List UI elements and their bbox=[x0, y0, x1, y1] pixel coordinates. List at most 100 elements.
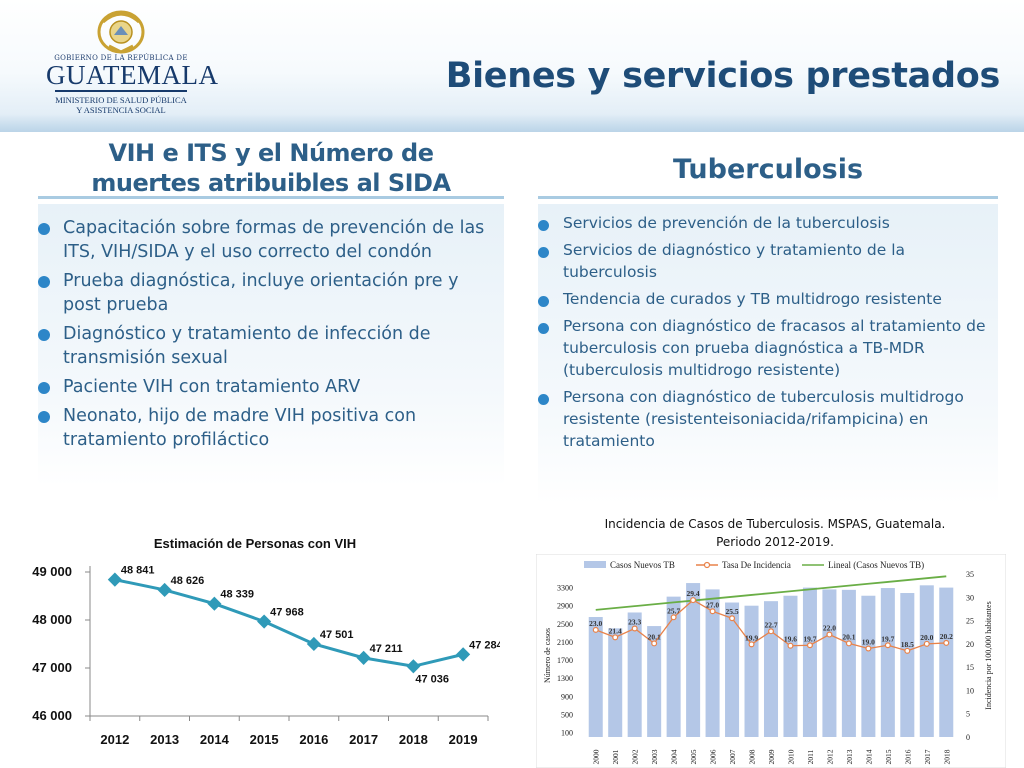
x-tick-label: 2006 bbox=[709, 749, 718, 764]
tb-rate-point bbox=[943, 639, 950, 646]
y2-tick-label: 10 bbox=[966, 686, 974, 695]
tb-bar bbox=[705, 589, 720, 737]
y-tick-label: 46 000 bbox=[32, 708, 72, 723]
x-tick-label: 2018 bbox=[399, 732, 428, 747]
y-tick-label: 48 000 bbox=[32, 612, 72, 627]
legend-label: Lineal (Casos Nuevos TB) bbox=[828, 560, 924, 570]
list-item: Prueba diagnóstica, incluye orientación … bbox=[38, 269, 494, 317]
x-tick-label: 2000 bbox=[592, 749, 601, 764]
data-label: 47 211 bbox=[370, 643, 403, 655]
tb-bar bbox=[802, 587, 817, 737]
list-item: Servicios de prevención de la tuberculos… bbox=[538, 212, 992, 234]
tb-rate-point bbox=[651, 640, 658, 647]
x-tick-label: 2014 bbox=[200, 732, 230, 747]
tb-bar bbox=[588, 617, 603, 737]
tb-rate-label: 29.4 bbox=[687, 589, 700, 598]
logo-government-line: GOBIERNO DE LA REPÚBLICA DE bbox=[54, 54, 188, 62]
list-item: Persona con diagnóstico de tuberculosis … bbox=[538, 386, 992, 452]
tb-rate-point bbox=[690, 597, 697, 604]
logo-rule bbox=[55, 90, 187, 92]
tb-bar bbox=[919, 585, 934, 737]
tb-bar bbox=[647, 626, 662, 737]
vih-series-line bbox=[114, 578, 464, 668]
tb-rate-label: 20.0 bbox=[920, 633, 933, 642]
y-tick-label: 49 000 bbox=[32, 564, 72, 579]
tb-rate-point bbox=[709, 608, 716, 615]
tb-heading-rule bbox=[538, 196, 998, 199]
tb-bar bbox=[822, 589, 837, 737]
list-item-text: Servicios de prevención de la tuberculos… bbox=[563, 214, 890, 232]
y2-tick-label: 30 bbox=[966, 593, 974, 602]
data-label: 47 284 bbox=[469, 639, 500, 651]
x-tick-label: 2018 bbox=[942, 749, 951, 764]
tb-bar bbox=[686, 583, 701, 737]
tb-rate-point bbox=[865, 645, 872, 652]
data-label: 48 626 bbox=[171, 575, 205, 587]
tb-bar bbox=[841, 589, 856, 737]
bullet-icon bbox=[538, 296, 549, 307]
data-point bbox=[306, 636, 321, 652]
tb-rate-label: 23.3 bbox=[628, 617, 641, 626]
tb-rate-label: 23.0 bbox=[589, 619, 602, 628]
list-item-text: Prueba diagnóstica, incluye orientación … bbox=[63, 271, 459, 315]
x-tick-label: 2014 bbox=[864, 749, 873, 764]
data-point bbox=[356, 650, 371, 665]
tb-chart-title-line2: Periodo 2012-2019. bbox=[716, 535, 834, 549]
x-tick-label: 2012 bbox=[100, 732, 129, 747]
vih-heading-rule bbox=[38, 196, 504, 199]
x-tick-label: 2019 bbox=[449, 732, 478, 747]
tb-rate-point bbox=[806, 642, 813, 649]
vih-heading-line1: VIH e ITS y el Número de bbox=[108, 139, 434, 167]
tb-rate-point bbox=[826, 631, 833, 638]
list-item-text: Servicios de diagnóstico y tratamiento d… bbox=[563, 241, 906, 281]
list-item: Neonato, hijo de madre VIH positiva con … bbox=[38, 404, 494, 452]
list-item-text: Tendencia de curados y TB multidrogo res… bbox=[563, 290, 942, 308]
tb-bar bbox=[783, 595, 798, 737]
list-item: Paciente VIH con tratamiento ARV bbox=[38, 375, 494, 399]
tb-rate-point bbox=[748, 641, 755, 648]
tb-rate-point bbox=[612, 634, 619, 641]
tb-rate-label: 25.5 bbox=[725, 607, 738, 616]
vih-section-heading: VIH e ITS y el Número de muertes atribui… bbox=[38, 138, 504, 198]
tb-bar bbox=[861, 595, 876, 737]
tb-rate-point bbox=[923, 640, 930, 647]
logo-ministry-line1: MINISTERIO DE SALUD PÚBLICA bbox=[55, 95, 187, 105]
bullet-icon bbox=[538, 247, 549, 258]
legend-label: Casos Nuevos TB bbox=[610, 560, 675, 570]
x-tick-label: 2008 bbox=[748, 749, 757, 764]
legend-swatch-bars bbox=[584, 561, 606, 568]
x-tick-label: 2016 bbox=[903, 749, 912, 764]
data-point bbox=[207, 596, 222, 611]
x-tick-label: 2007 bbox=[728, 749, 737, 764]
tb-rate-point bbox=[592, 626, 599, 633]
y2-tick-label: 5 bbox=[966, 710, 970, 719]
x-tick-label: 2017 bbox=[349, 732, 378, 747]
vih-estimation-chart: Estimación de Personas con VIH 46 000 47 0… bbox=[32, 536, 500, 747]
y-tick-label: 47 000 bbox=[32, 660, 72, 675]
ministry-logo: GOBIERNO DE LA REPÚBLICA DE GUATEMALA MI… bbox=[46, 8, 219, 120]
x-tick-label: 2003 bbox=[650, 749, 659, 764]
tb-rate-label: 22.0 bbox=[823, 624, 836, 633]
list-item-text: Diagnóstico y tratamiento de infección d… bbox=[63, 324, 431, 368]
data-point bbox=[406, 659, 421, 674]
tb-rate-point bbox=[787, 642, 794, 649]
tb-rate-label: 22.7 bbox=[764, 620, 777, 629]
y2-tick-label: 15 bbox=[966, 663, 974, 672]
data-point bbox=[107, 572, 122, 587]
x-tick-label: 2017 bbox=[923, 749, 932, 764]
list-item-text: Persona con diagnóstico de fracasos al t… bbox=[563, 317, 986, 379]
y-tick-label: 500 bbox=[561, 710, 573, 719]
vih-heading-line2: muertes atribuibles al SIDA bbox=[91, 169, 451, 197]
bullet-icon bbox=[538, 220, 549, 231]
tb-rate-label: 20.1 bbox=[842, 632, 855, 641]
chart-title: Estimación de Personas con VIH bbox=[154, 536, 356, 551]
data-point bbox=[257, 614, 272, 629]
bullet-icon bbox=[38, 411, 50, 423]
tb-bar bbox=[900, 593, 915, 737]
y-tick-label: 100 bbox=[561, 728, 573, 737]
tb-bar bbox=[608, 628, 623, 737]
page-title: Bienes y servicios prestados bbox=[445, 56, 1001, 96]
legend-label: Tasa De Incidencia bbox=[722, 560, 791, 570]
logo-country-name: GUATEMALA bbox=[46, 60, 219, 90]
y-tick-label: 900 bbox=[561, 692, 573, 701]
